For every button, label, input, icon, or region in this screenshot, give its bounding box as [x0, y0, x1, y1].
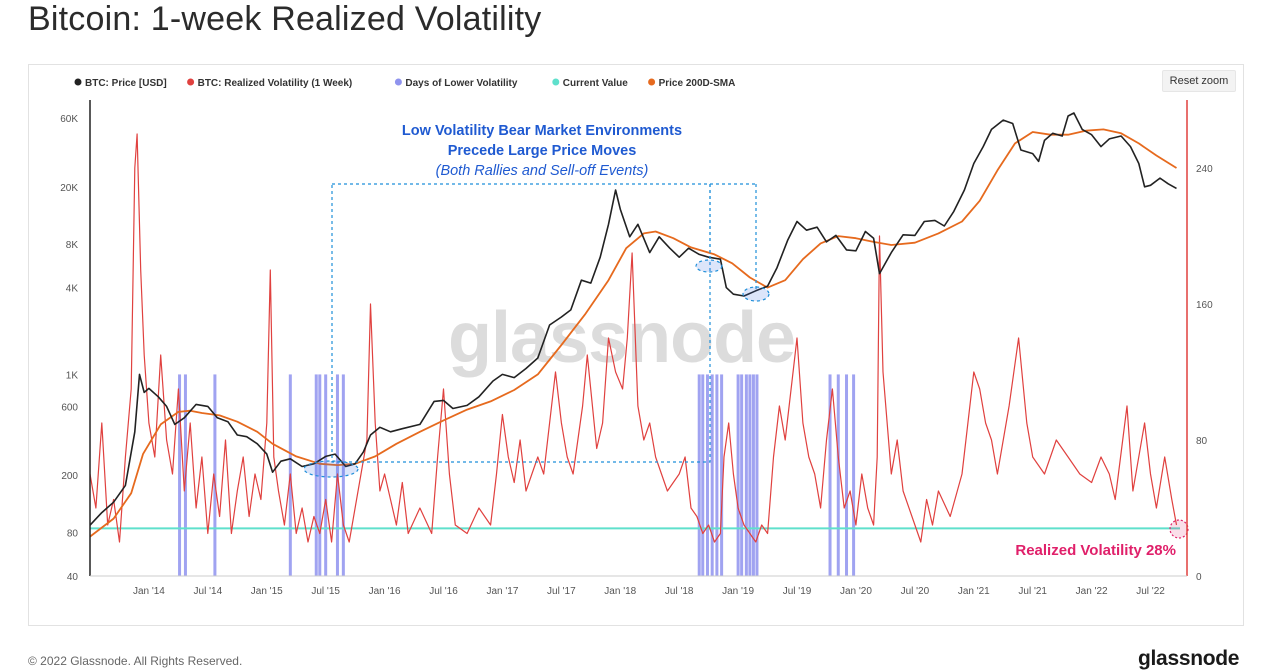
- legend-item: BTC: Price [USD]: [85, 78, 167, 89]
- x-tick-label: Jul '14: [194, 586, 223, 597]
- lower-volatility-band: [697, 374, 701, 576]
- annotation-ellipse-2: [695, 259, 723, 273]
- y-right-tick-label: 160: [1196, 300, 1213, 311]
- y-left-tick-label: 80: [67, 529, 79, 540]
- x-tick-label: Jan '19: [722, 586, 754, 597]
- x-tick-label: Jan '20: [840, 586, 872, 597]
- x-tick-label: Jul '20: [901, 586, 930, 597]
- lower-volatility-band: [720, 374, 724, 576]
- y-right-axis: 240 160 80 0: [1196, 164, 1213, 583]
- lower-volatility-band: [341, 374, 345, 576]
- y-left-tick-label: 600: [61, 402, 78, 413]
- annotation-ellipse-1: [303, 460, 359, 478]
- x-tick-label: Jan '21: [958, 586, 990, 597]
- watermark: glassnode: [448, 298, 795, 378]
- series-btc-price-usd: [89, 112, 1177, 526]
- x-tick-label: Jul '16: [429, 586, 458, 597]
- page-title: Bitcoin: 1-week Realized Volatility: [28, 0, 542, 38]
- annotation-group: Low Volatility Bear Market Environments …: [303, 123, 770, 478]
- y-right-tick-label: 80: [1196, 436, 1208, 447]
- current-value-marker: [1169, 519, 1189, 539]
- lower-volatility-band: [318, 374, 322, 576]
- lower-volatility-band: [178, 374, 182, 576]
- x-tick-label: Jan '14: [133, 586, 165, 597]
- legend-marker: [74, 78, 82, 86]
- legend-item: Price 200D-SMA: [659, 78, 736, 89]
- realized-volatility-label: Realized Volatility 28%: [1015, 542, 1176, 559]
- y-right-tick-label: 240: [1196, 164, 1213, 175]
- y-right-tick-label: 0: [1196, 572, 1202, 583]
- x-tick-label: Jan '17: [486, 586, 518, 597]
- footer-logo: glassnode: [1138, 647, 1240, 670]
- y-left-tick-label: 8K: [66, 240, 79, 251]
- x-tick-label: Jul '19: [783, 586, 812, 597]
- y-left-tick-label: 40: [67, 572, 79, 583]
- legend-item: Current Value: [563, 78, 628, 89]
- x-tick-label: Jul '17: [547, 586, 576, 597]
- legend-marker: [648, 78, 656, 86]
- lower-volatility-band: [751, 374, 755, 576]
- y-left-tick-label: 200: [61, 471, 78, 482]
- lower-volatility-bands: [178, 374, 856, 576]
- x-tick-label: Jan '16: [369, 586, 401, 597]
- lower-volatility-band: [710, 374, 714, 576]
- y-left-tick-label: 20K: [60, 183, 78, 194]
- lower-volatility-band: [845, 374, 849, 576]
- annotation-line-1: Low Volatility Bear Market Environments: [402, 123, 682, 139]
- series-btc-realized-volatility-1-week: [89, 133, 1178, 543]
- legend-marker: [552, 78, 560, 86]
- x-axis: Jan '14 Jul '14 Jan '15 Jul '15 Jan '16 Jul '…: [133, 586, 1165, 597]
- x-tick-label: Jul '18: [665, 586, 694, 597]
- lower-volatility-band: [736, 374, 740, 576]
- annotation-line-3: (Both Rallies and Sell-off Events): [436, 163, 649, 179]
- series-price-200d-sma: [89, 128, 1177, 538]
- x-tick-label: Jul '22: [1136, 586, 1165, 597]
- x-tick-label: Jan '15: [251, 586, 283, 597]
- lower-volatility-band: [740, 374, 744, 576]
- annotation-box-1: [331, 183, 711, 463]
- lower-volatility-band: [755, 374, 759, 576]
- reset-zoom-button[interactable]: Reset zoom: [1162, 70, 1236, 92]
- y-left-tick-label: 4K: [66, 284, 79, 295]
- x-tick-label: Jan '18: [604, 586, 636, 597]
- lower-volatility-band: [213, 374, 217, 576]
- y-left-axis: 60K 20K 8K 4K 1K 600 200 80 40: [60, 114, 78, 583]
- series-lines: [89, 112, 1180, 543]
- x-tick-label: Jan '22: [1076, 586, 1108, 597]
- x-tick-label: Jul '21: [1018, 586, 1047, 597]
- legend-marker: [394, 78, 402, 86]
- lower-volatility-band: [701, 374, 705, 576]
- lower-volatility-band: [744, 374, 748, 576]
- annotation-line-2: Precede Large Price Moves: [448, 143, 637, 159]
- legend-item: Days of Lower Volatility: [405, 78, 517, 89]
- y-left-tick-label: 60K: [60, 114, 78, 125]
- lower-volatility-band: [828, 374, 832, 576]
- lower-volatility-band: [836, 374, 840, 576]
- lower-volatility-band: [748, 374, 752, 576]
- annotation-ellipse-3: [742, 286, 770, 302]
- lower-volatility-band: [705, 374, 709, 576]
- lower-volatility-band: [852, 374, 856, 576]
- legend-marker: [187, 78, 195, 86]
- lower-volatility-band: [324, 374, 328, 576]
- legend-item: BTC: Realized Volatility (1 Week): [198, 78, 353, 89]
- footer-copyright: © 2022 Glassnode. All Rights Reserved.: [28, 654, 243, 668]
- lower-volatility-band: [715, 374, 719, 576]
- x-tick-label: Jul '15: [311, 586, 340, 597]
- y-left-tick-label: 1K: [66, 370, 79, 381]
- legend: BTC: Price [USD] BTC: Realized Volatility…: [74, 78, 736, 89]
